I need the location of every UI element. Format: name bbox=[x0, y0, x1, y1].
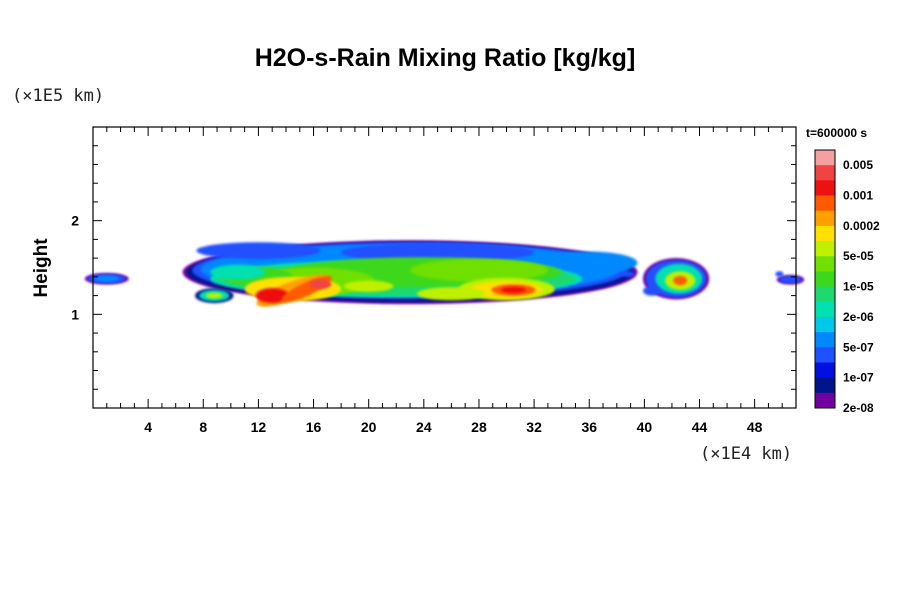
x-tick-label: 24 bbox=[416, 419, 432, 435]
x-tick-label: 48 bbox=[747, 419, 763, 435]
colorbar-swatch bbox=[815, 332, 835, 348]
contour-region bbox=[210, 264, 266, 280]
colorbar-swatch bbox=[815, 180, 835, 197]
colorbar-label: 1e-05 bbox=[843, 280, 874, 294]
x-tick-label: 8 bbox=[199, 419, 207, 435]
colorbar-swatch bbox=[815, 347, 835, 363]
contour-region bbox=[309, 279, 332, 290]
contour-region bbox=[779, 275, 802, 284]
y-unit-label: (×1E5 km) bbox=[12, 86, 105, 106]
colorbar-swatch bbox=[815, 362, 835, 379]
colorbar-swatch bbox=[815, 392, 835, 409]
colorbar-label: 2e-08 bbox=[843, 401, 874, 415]
colorbar-swatch bbox=[815, 301, 835, 318]
contour-region bbox=[343, 280, 394, 292]
contour-region bbox=[775, 271, 784, 277]
contour-region bbox=[94, 275, 120, 283]
colorbar-label: 5e-05 bbox=[843, 249, 874, 263]
colorbar-swatch bbox=[815, 316, 835, 333]
x-tick-label: 12 bbox=[251, 419, 267, 435]
colorbar-label: 5e-07 bbox=[843, 340, 874, 354]
x-tick-label: 32 bbox=[526, 419, 542, 435]
contour-field bbox=[84, 240, 805, 307]
colorbar-label: 0.0002 bbox=[843, 219, 880, 233]
x-unit-label: (×1E4 km) bbox=[700, 444, 793, 464]
contour-region bbox=[540, 251, 638, 275]
colorbar-swatch bbox=[815, 225, 835, 242]
x-tick-label: 40 bbox=[637, 419, 653, 435]
colorbar-swatch bbox=[815, 256, 835, 272]
time-label: t=600000 s bbox=[806, 126, 868, 140]
chart-title: H2O-s-Rain Mixing Ratio [kg/kg] bbox=[254, 44, 636, 72]
colorbar-swatch bbox=[815, 271, 835, 288]
plot-frame bbox=[92, 126, 797, 409]
contour-region bbox=[642, 286, 660, 296]
y-tick-label: 1 bbox=[71, 306, 79, 322]
contour-region bbox=[341, 243, 535, 262]
colorbar-swatch bbox=[815, 210, 835, 227]
colorbar-swatch bbox=[815, 195, 835, 212]
colorbar-swatch bbox=[815, 377, 835, 394]
contour-region bbox=[673, 275, 688, 286]
contour-region bbox=[196, 242, 321, 260]
x-tick-label: 16 bbox=[306, 419, 322, 435]
colorbar-swatch bbox=[815, 165, 835, 181]
x-tick-label: 36 bbox=[581, 419, 597, 435]
colorbar-label: 1e-07 bbox=[843, 371, 874, 385]
contour-region bbox=[410, 259, 548, 282]
x-tick-label: 44 bbox=[692, 419, 708, 435]
colorbar-swatch bbox=[815, 286, 835, 303]
contour-region bbox=[416, 287, 486, 301]
x-tick-label: 20 bbox=[361, 419, 377, 435]
colorbar: 0.005 0.001 0.0002 5e-05 1e-05 2e-06 5e-07 1e-0… bbox=[814, 149, 880, 415]
contour-region bbox=[501, 286, 526, 294]
colorbar-swatch bbox=[815, 241, 835, 257]
contour-region bbox=[620, 271, 635, 277]
contour-region bbox=[206, 292, 223, 299]
colorbar-label: 0.005 bbox=[843, 158, 873, 172]
x-tick-label: 28 bbox=[471, 419, 487, 435]
y-tick-label: 2 bbox=[71, 213, 79, 229]
contour-region bbox=[255, 288, 289, 304]
colorbar-frame bbox=[814, 149, 836, 409]
x-tick-label: 4 bbox=[144, 419, 152, 435]
colorbar-label: 2e-06 bbox=[843, 310, 874, 324]
colorbar-swatch bbox=[815, 150, 835, 166]
colorbar-label: 0.001 bbox=[843, 189, 873, 203]
